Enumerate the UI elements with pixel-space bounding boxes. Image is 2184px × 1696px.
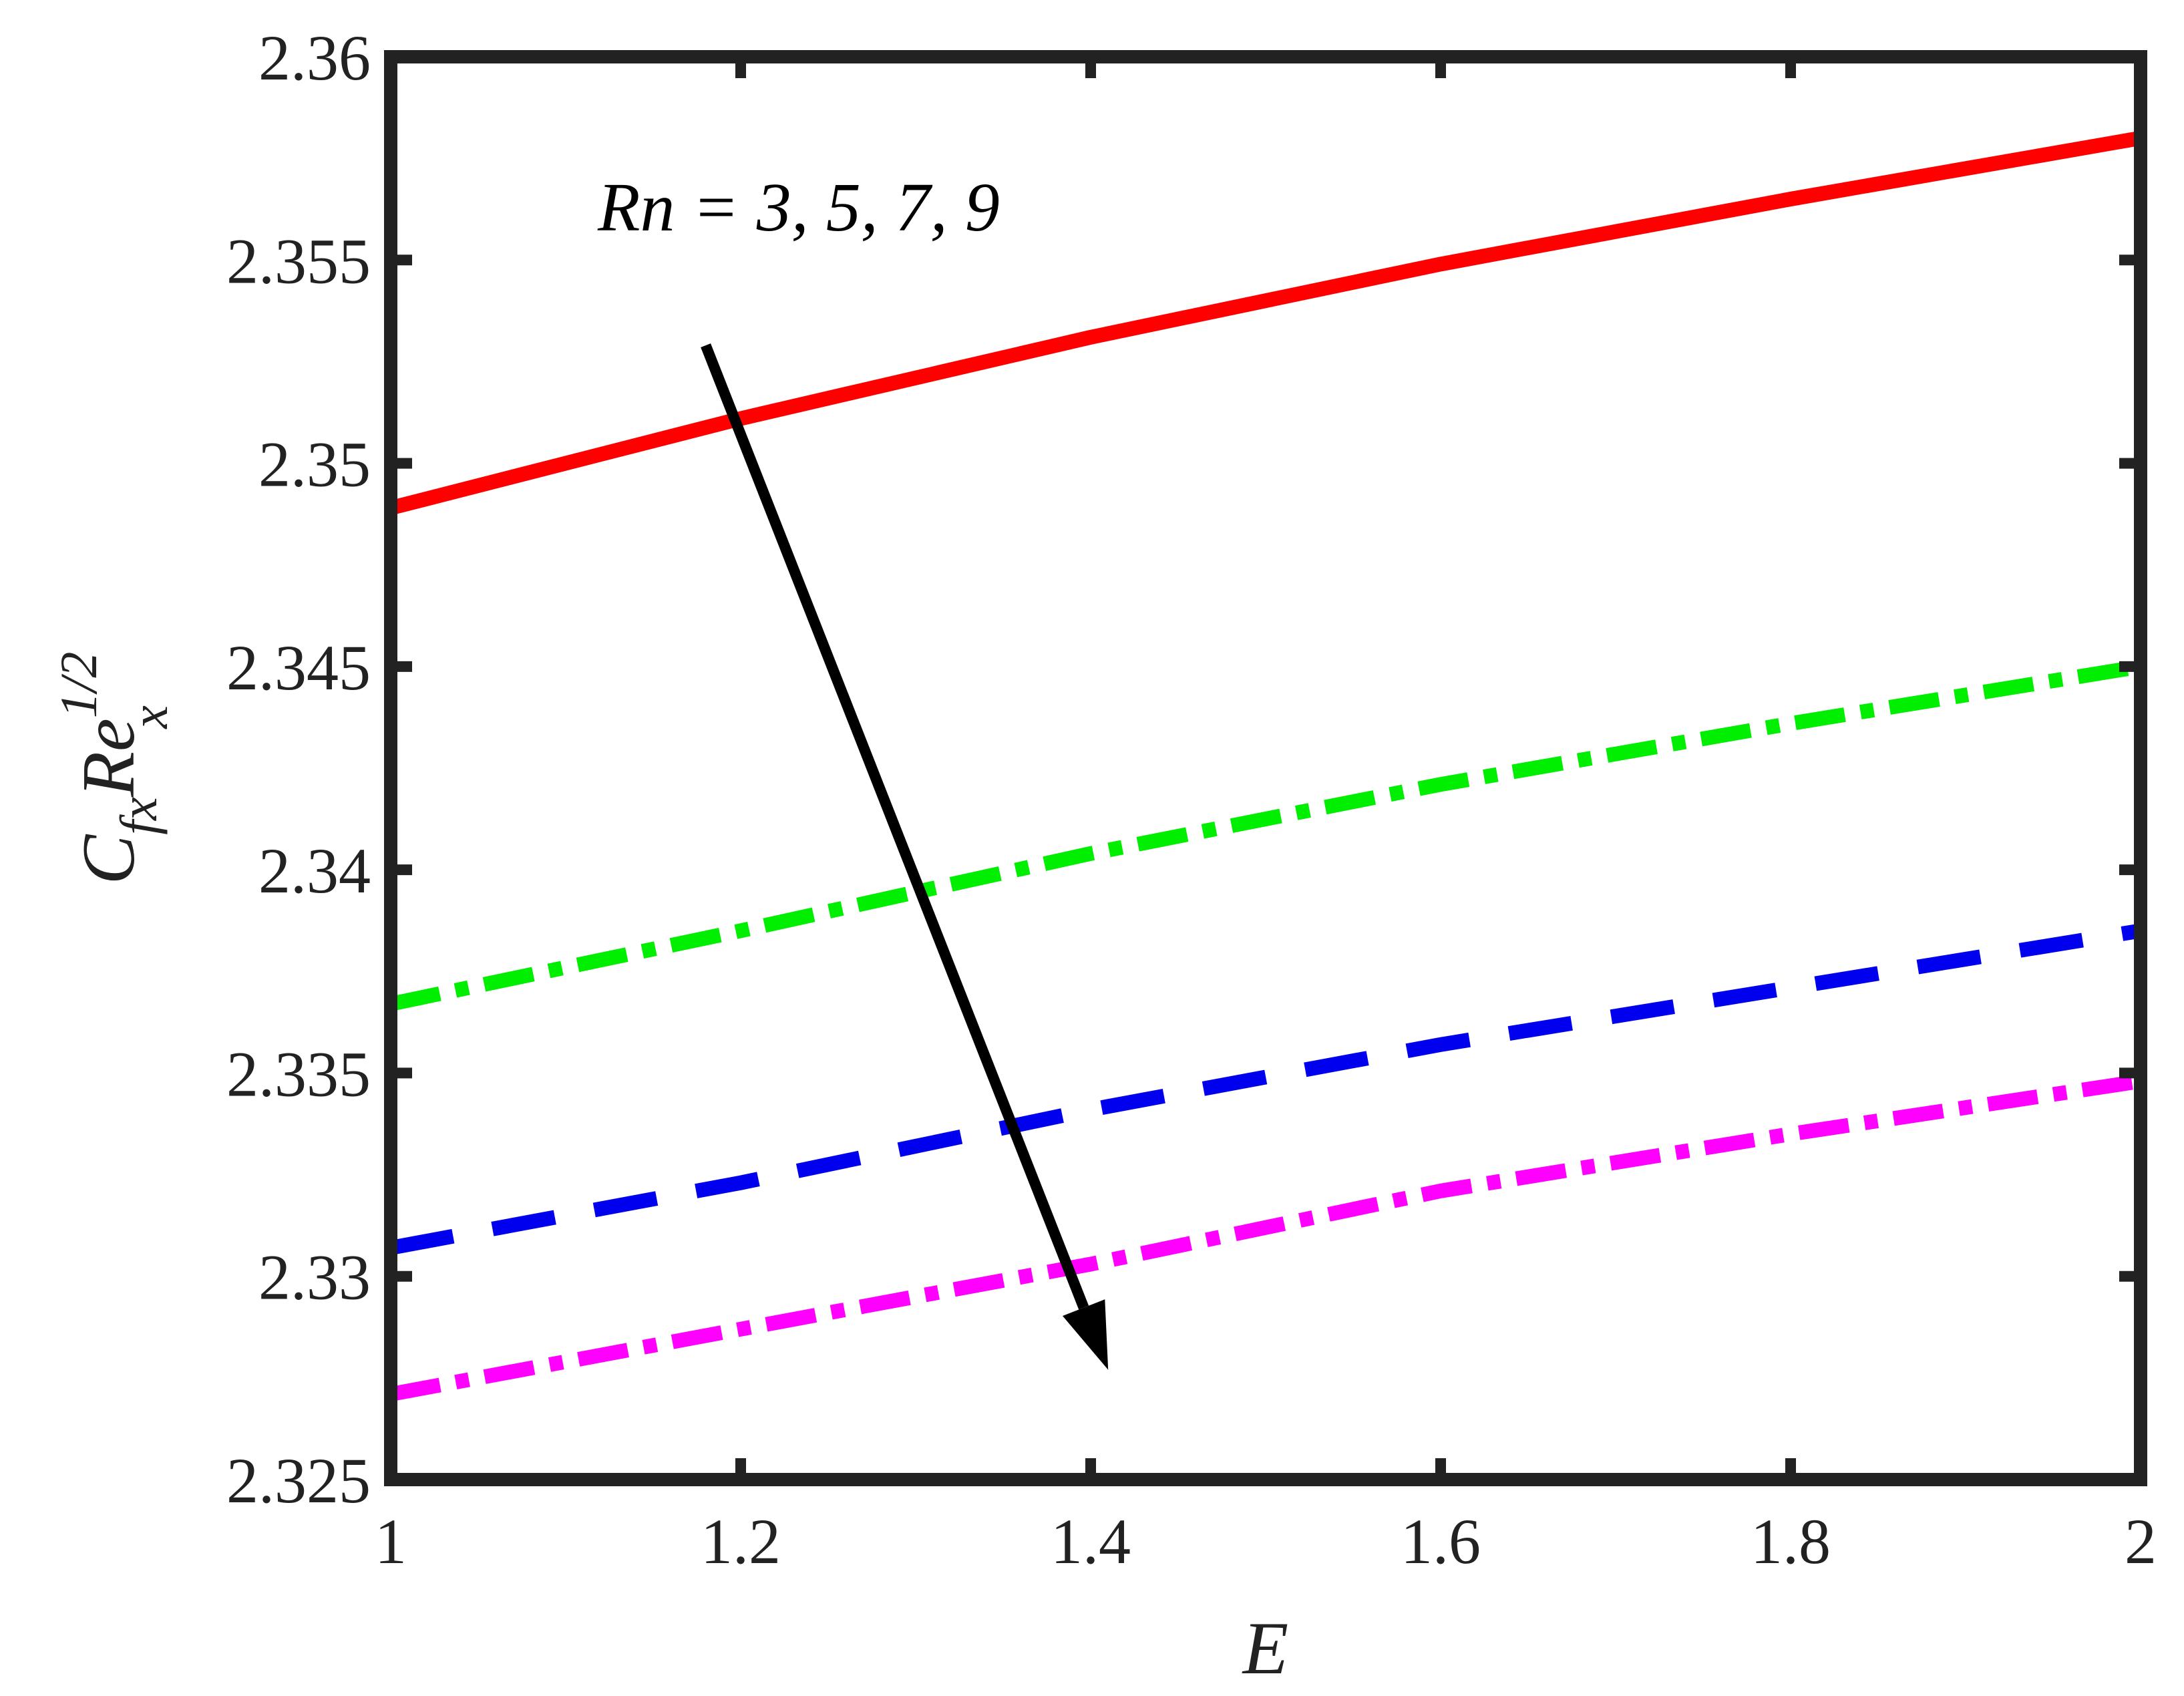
annotation-label: Rn = 3, 5, 7, 9 — [597, 169, 1000, 246]
series-line-1 — [391, 130, 2141, 516]
x-tick-label: 1.8 — [1751, 1506, 1831, 1577]
y-axis-label: CfxRe1/2 x — [49, 652, 178, 885]
series-line-2 — [391, 659, 2141, 1011]
x-tick-label: 1.6 — [1401, 1506, 1481, 1577]
y-axis-label-re: Re — [67, 718, 150, 798]
y-tick-label: 2.36 — [258, 22, 371, 94]
series-line-3 — [391, 923, 2141, 1255]
y-tick-label: 2.34 — [258, 835, 371, 906]
series-layer — [391, 130, 2141, 1402]
plot-frame — [384, 50, 2147, 1486]
series-line-4 — [391, 1073, 2141, 1402]
x-tick-label: 1.4 — [1051, 1506, 1131, 1577]
y-tick-label: 2.345 — [226, 632, 371, 703]
annotation-layer: Rn = 3, 5, 7, 9 — [597, 169, 1109, 1370]
y-axis-label-sup: 1/2 — [49, 652, 108, 719]
y-axis-label-base: C — [67, 834, 150, 884]
y-tick-label: 2.335 — [226, 1038, 371, 1110]
y-tick-label: 2.325 — [226, 1445, 371, 1516]
y-tick-label: 2.33 — [258, 1242, 371, 1313]
x-tick-label: 1.2 — [701, 1506, 781, 1577]
x-tick-label: 1 — [375, 1506, 407, 1577]
annotation-arrow-shaft — [701, 343, 1089, 1310]
annotation-arrow-head — [1062, 1299, 1109, 1370]
labels-layer: 1 1.2 1.4 1.6 1.8 2 2.325 2.33 2.335 2.34 2.345 2.3… — [226, 22, 2157, 1577]
y-tick-label: 2.35 — [258, 429, 371, 500]
y-tick-label: 2.355 — [226, 225, 371, 297]
x-axis-label: E — [1242, 1607, 1288, 1690]
y-axis-label-sub-x: x — [120, 705, 178, 729]
x-tick-label: 2 — [2125, 1506, 2157, 1577]
y-axis-label-sub-fx: fx — [110, 797, 168, 835]
